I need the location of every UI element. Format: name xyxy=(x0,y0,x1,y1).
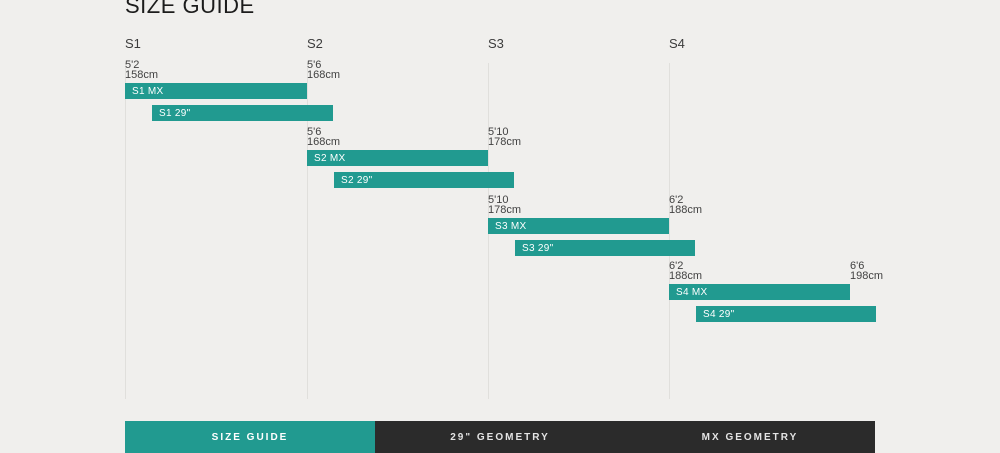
height-metric: 178cm xyxy=(488,136,522,148)
column-header-s3: S3 xyxy=(488,36,504,51)
tab-size-guide[interactable]: SIZE GUIDE xyxy=(125,421,375,453)
height-metric: 188cm xyxy=(669,204,703,216)
size-bar-s2-29: S2 29" xyxy=(334,172,514,188)
column-header-s1: S1 xyxy=(125,36,141,51)
geometry-tabs: SIZE GUIDE 29" GEOMETRY MX GEOMETRY xyxy=(125,421,875,453)
tab-mx-geometry[interactable]: MX GEOMETRY xyxy=(625,421,875,453)
height-label-s4-start: 6'2 188cm xyxy=(669,260,703,282)
height-label-s2-end: 5'10 178cm xyxy=(488,126,522,148)
height-metric: 178cm xyxy=(488,204,522,216)
bar-label: S3 29" xyxy=(522,242,554,254)
height-label-s1-end: 5'6 168cm xyxy=(307,59,341,81)
tab-29-geometry[interactable]: 29" GEOMETRY xyxy=(375,421,625,453)
height-label-s3-start: 5'10 178cm xyxy=(488,194,522,216)
size-bar-s1-29: S1 29" xyxy=(152,105,333,121)
height-metric: 168cm xyxy=(307,136,341,148)
height-label-s3-end: 6'2 188cm xyxy=(669,194,703,216)
bar-label: S4 MX xyxy=(676,286,708,298)
bar-label: S1 29" xyxy=(159,107,191,119)
height-imperial: 6'2 xyxy=(669,260,684,272)
height-label-s4-end: 6'6 198cm xyxy=(850,260,884,282)
size-bar-s4-29: S4 29" xyxy=(696,306,876,322)
column-gridline-s1 xyxy=(125,63,126,399)
height-imperial: 5'6 xyxy=(307,59,322,71)
size-bar-s2-mx: S2 MX xyxy=(307,150,488,166)
height-imperial: 6'2 xyxy=(669,194,684,206)
height-imperial: 5'6 xyxy=(307,126,322,138)
height-metric: 158cm xyxy=(125,69,159,81)
bar-label: S3 MX xyxy=(495,220,527,232)
column-header-s4: S4 xyxy=(669,36,685,51)
bar-label: S1 MX xyxy=(132,85,164,97)
height-metric: 198cm xyxy=(850,270,884,282)
bar-label: S2 29" xyxy=(341,174,373,186)
column-header-s2: S2 xyxy=(307,36,323,51)
size-bar-s3-29: S3 29" xyxy=(515,240,695,256)
bar-label: S2 MX xyxy=(314,152,346,164)
height-label-s2-start: 5'6 168cm xyxy=(307,126,341,148)
height-imperial: 6'6 xyxy=(850,260,865,272)
height-imperial: 5'10 xyxy=(488,126,509,138)
height-metric: 168cm xyxy=(307,69,341,81)
column-gridline-s2 xyxy=(307,63,308,399)
size-bar-s3-mx: S3 MX xyxy=(488,218,669,234)
column-gridline-s4 xyxy=(669,63,670,399)
height-imperial: 5'10 xyxy=(488,194,509,206)
size-bar-s1-mx: S1 MX xyxy=(125,83,307,99)
size-bar-s4-mx: S4 MX xyxy=(669,284,850,300)
page-title: SIZE GUIDE xyxy=(125,0,255,18)
bar-label: S4 29" xyxy=(703,308,735,320)
height-imperial: 5'2 xyxy=(125,59,140,71)
height-label-s1-start: 5'2 158cm xyxy=(125,59,159,81)
height-metric: 188cm xyxy=(669,270,703,282)
